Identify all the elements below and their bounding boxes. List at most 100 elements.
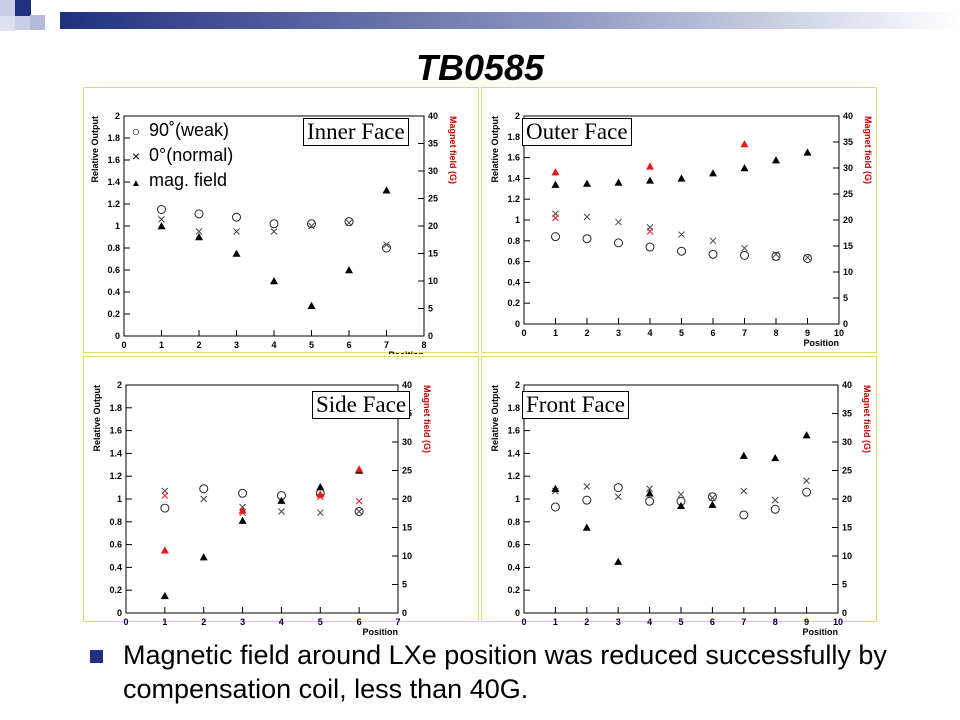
y2-tick-label: 30 bbox=[428, 166, 438, 176]
y-tick-label: 2 bbox=[117, 380, 122, 390]
y2-tick-label: 25 bbox=[843, 189, 853, 199]
y-tick-label: 0.8 bbox=[107, 243, 120, 253]
data-point-normal bbox=[355, 508, 363, 515]
y-tick-label: 2 bbox=[515, 380, 520, 390]
x-tick-label: 0 bbox=[521, 617, 526, 627]
circle-marker-icon: ○ bbox=[131, 123, 141, 139]
plot-frame bbox=[523, 115, 840, 325]
y-tick-label: 1.2 bbox=[107, 199, 120, 209]
y-tick-label: 0.6 bbox=[507, 257, 520, 267]
data-point-normal bbox=[803, 477, 810, 485]
chart-front-face: 0 1 2 3 4 5 6 7 8 9 1000.20.40.60.811.21.41.61.820… bbox=[490, 380, 872, 635]
x-tick-label: 7 bbox=[742, 328, 747, 338]
y2-tick-label: 0 bbox=[843, 319, 848, 329]
face-label-side: Side Face bbox=[312, 391, 411, 419]
y-axis-label: Relative Output bbox=[92, 385, 102, 452]
x-tick-label: 3 bbox=[616, 328, 621, 338]
y2-tick-label: 20 bbox=[402, 494, 412, 504]
data-point-field bbox=[195, 233, 203, 241]
data-point-field bbox=[803, 148, 812, 156]
y2-tick-label: 30 bbox=[843, 163, 853, 173]
data-point-weak bbox=[551, 232, 560, 242]
y-tick-label: 0 bbox=[515, 319, 520, 329]
data-point-field bbox=[382, 186, 391, 194]
face-label-outer: Outer Face bbox=[522, 118, 632, 146]
triangle-marker-icon: ▲ bbox=[131, 178, 141, 189]
y-tick-label: 1.4 bbox=[107, 177, 120, 187]
x-tick-label: 2 bbox=[201, 617, 206, 627]
data-point-field bbox=[772, 156, 780, 164]
data-point-field bbox=[646, 176, 654, 184]
data-point-field bbox=[645, 489, 654, 497]
data-point-field bbox=[677, 501, 685, 510]
data-point-field bbox=[232, 249, 241, 257]
x-tick-label: 5 bbox=[318, 617, 323, 627]
deco-square bbox=[15, 0, 31, 16]
chart-panel-side-face: 0 1 2 3 4 5 6 7 0 0.2 0.4 0.6 0.8 1 1.2 1.4 1.6 1.8 2 0 5 10 1… bbox=[83, 356, 479, 635]
data-point-weak bbox=[550, 502, 560, 512]
x-tick-label: 2 bbox=[584, 328, 589, 338]
data-point-weak bbox=[740, 250, 749, 260]
y2-tick-label: 25 bbox=[842, 466, 852, 476]
legend: ○ 90˚(weak) × 0°(normal) ▲ mag. field bbox=[128, 118, 233, 196]
data-point-weak bbox=[269, 219, 279, 229]
y2-tick-label: 10 bbox=[428, 276, 438, 286]
deco-square bbox=[0, 16, 15, 31]
x-tick-label: 6 bbox=[357, 617, 362, 627]
y-axis-label: Relative Output bbox=[90, 116, 100, 183]
data-point-weak bbox=[194, 209, 204, 219]
cross-marker-icon: × bbox=[131, 148, 141, 164]
y2-tick-label: 10 bbox=[402, 551, 412, 561]
y-tick-label: 0.4 bbox=[507, 562, 520, 572]
y-tick-label: 0.6 bbox=[507, 540, 520, 550]
x-tick-label: 1 bbox=[162, 617, 167, 627]
data-point-normal bbox=[740, 487, 748, 495]
x-tick-label: 3 bbox=[616, 617, 621, 627]
data-point-field bbox=[316, 483, 325, 491]
y-tick-label: 0.4 bbox=[109, 562, 122, 572]
chart-outer-face: 0 1 2 3 4 5 6 7 8 9 1000.20.40.60.811.21.41.61.820… bbox=[490, 111, 873, 348]
data-point-weak bbox=[677, 246, 686, 256]
data-point-weak bbox=[307, 219, 316, 229]
data-point-normal bbox=[158, 216, 165, 223]
x-tick-label: 3 bbox=[234, 340, 239, 350]
data-point-normal bbox=[195, 228, 203, 235]
data-point-field-red bbox=[551, 168, 560, 176]
data-point-weak bbox=[770, 504, 780, 514]
data-point-field bbox=[771, 453, 780, 462]
x-axis-label: Position bbox=[804, 338, 840, 348]
y2-tick-label: 30 bbox=[842, 437, 852, 447]
y-tick-label: 0.4 bbox=[107, 287, 120, 297]
data-point-weak bbox=[645, 496, 655, 506]
y-tick-label: 0.2 bbox=[109, 585, 122, 595]
plot-frame bbox=[523, 384, 839, 614]
legend-label: 90˚(weak) bbox=[149, 120, 230, 140]
data-point-normal-red bbox=[161, 492, 169, 499]
x-tick-label: 2 bbox=[584, 617, 589, 627]
data-point-normal bbox=[646, 485, 653, 493]
x-tick-label: 3 bbox=[240, 617, 245, 627]
data-point-normal bbox=[709, 237, 717, 245]
data-point-normal bbox=[278, 508, 285, 515]
y2-tick-label: 25 bbox=[428, 194, 438, 204]
data-point-weak bbox=[707, 492, 717, 502]
x-axis-label: Position bbox=[389, 350, 425, 354]
data-point-weak bbox=[802, 487, 812, 497]
data-point-normal bbox=[678, 231, 685, 238]
data-point-field bbox=[199, 553, 208, 561]
y2-tick-label: 40 bbox=[428, 111, 438, 121]
data-point-field-red bbox=[646, 162, 654, 170]
y-tick-label: 1.6 bbox=[109, 426, 122, 436]
data-point-normal bbox=[804, 254, 811, 261]
y-tick-label: 0.6 bbox=[109, 540, 122, 550]
x-tick-label: 9 bbox=[804, 617, 809, 627]
data-point-field bbox=[740, 164, 749, 172]
y-tick-label: 1 bbox=[115, 221, 120, 231]
data-point-field bbox=[709, 169, 717, 177]
y2-tick-label: 20 bbox=[842, 494, 852, 504]
data-point-normal bbox=[308, 222, 315, 230]
x-tick-label: 1 bbox=[553, 328, 558, 338]
deco-square bbox=[30, 15, 45, 30]
x-axis-label: Position bbox=[363, 627, 399, 635]
y2-tick-label: 20 bbox=[428, 221, 438, 231]
